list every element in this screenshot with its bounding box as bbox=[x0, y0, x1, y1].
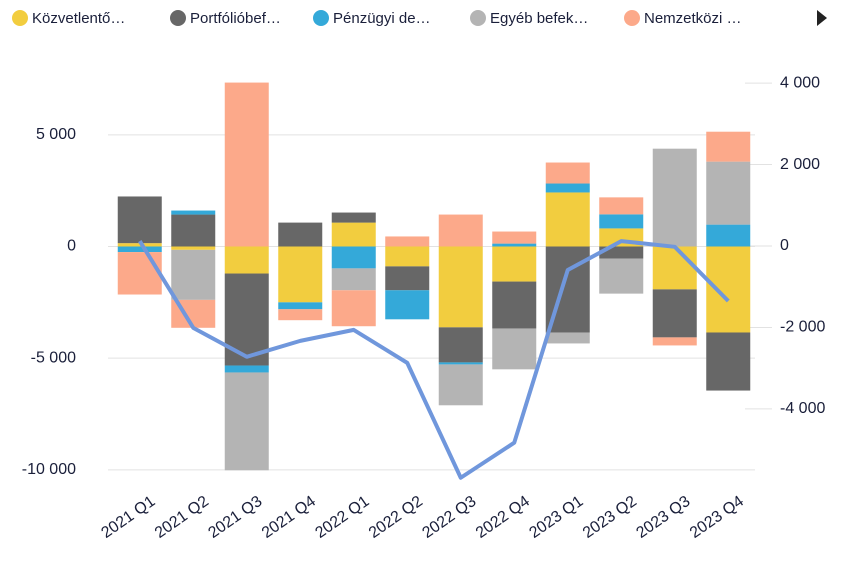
legend-label: Közvetlentő… bbox=[32, 10, 125, 27]
bar bbox=[706, 131, 751, 162]
x-tick-label: 2021 Q1 bbox=[98, 493, 158, 542]
x-tick-label: 2022 Q4 bbox=[473, 493, 533, 542]
legend-label: Portfólióbef… bbox=[190, 10, 281, 27]
bar bbox=[117, 252, 162, 295]
bar bbox=[278, 222, 323, 247]
y2-tick-label: -2 000 bbox=[780, 319, 825, 336]
x-tick-label: 2023 Q2 bbox=[580, 493, 640, 542]
legend-dot bbox=[313, 10, 329, 26]
bar bbox=[652, 246, 697, 290]
bar bbox=[652, 337, 697, 346]
bar bbox=[117, 196, 162, 244]
bar bbox=[331, 246, 376, 269]
bar bbox=[492, 246, 537, 282]
bar bbox=[117, 246, 162, 253]
bar bbox=[438, 364, 483, 406]
bar bbox=[224, 246, 269, 274]
bar bbox=[171, 214, 216, 247]
bar bbox=[599, 214, 644, 229]
bar bbox=[492, 243, 537, 247]
y2-tick-label: 0 bbox=[780, 237, 789, 254]
bar bbox=[599, 197, 644, 215]
y-tick-label: 0 bbox=[67, 238, 76, 255]
y-tick-label: 5 000 bbox=[36, 126, 76, 143]
bar bbox=[599, 246, 644, 259]
y2-tick-label: 2 000 bbox=[780, 156, 820, 173]
x-tick-label: 2023 Q3 bbox=[633, 493, 693, 542]
bar bbox=[438, 246, 483, 328]
bar bbox=[545, 332, 590, 344]
legend-label: Egyéb befek… bbox=[490, 10, 588, 27]
x-tick-label: 2022 Q3 bbox=[419, 493, 479, 542]
legend-dot bbox=[12, 10, 28, 26]
y2-tick-label: 4 000 bbox=[780, 74, 820, 91]
bar bbox=[545, 192, 590, 247]
bar bbox=[438, 327, 483, 363]
bar bbox=[278, 309, 323, 321]
bar bbox=[652, 148, 697, 247]
x-tick-label: 2021 Q4 bbox=[259, 493, 319, 542]
bar bbox=[278, 246, 323, 303]
y-tick-label: -5 000 bbox=[31, 349, 76, 366]
bar bbox=[706, 161, 751, 225]
bar bbox=[331, 222, 376, 247]
bar bbox=[652, 289, 697, 338]
bar bbox=[331, 268, 376, 291]
bar bbox=[385, 236, 430, 247]
bar bbox=[171, 210, 216, 215]
bar bbox=[385, 246, 430, 267]
x-tick-label: 2023 Q1 bbox=[526, 493, 586, 542]
y2-tick-label: -4 000 bbox=[780, 400, 825, 417]
bar bbox=[492, 281, 537, 329]
line bbox=[138, 239, 730, 480]
x-tick-label: 2021 Q3 bbox=[205, 493, 265, 542]
legend-label: Pénzügyi de… bbox=[333, 10, 431, 27]
bar bbox=[545, 183, 590, 193]
x-tick-label: 2022 Q2 bbox=[366, 493, 426, 542]
bar bbox=[492, 231, 537, 244]
legend-label: Nemzetközi … bbox=[644, 10, 742, 27]
legend-dot bbox=[624, 10, 640, 26]
bar bbox=[171, 249, 216, 300]
bar bbox=[385, 290, 430, 320]
x-tick-label: 2021 Q2 bbox=[152, 493, 212, 542]
bar bbox=[331, 290, 376, 327]
bar bbox=[385, 266, 430, 291]
legend-dot bbox=[170, 10, 186, 26]
legend-next[interactable] bbox=[817, 10, 827, 26]
legend-dot bbox=[470, 10, 486, 26]
bar bbox=[492, 328, 537, 370]
bar bbox=[706, 224, 751, 247]
bar bbox=[706, 332, 751, 391]
bar bbox=[438, 362, 483, 365]
bar bbox=[224, 365, 269, 373]
bar bbox=[171, 246, 216, 250]
bar bbox=[224, 82, 269, 247]
bar bbox=[599, 258, 644, 294]
x-tick-label: 2022 Q1 bbox=[312, 493, 372, 542]
bar bbox=[278, 302, 323, 310]
y-tick-label: -10 000 bbox=[22, 461, 76, 478]
bar bbox=[224, 372, 269, 471]
x-tick-label: 2023 Q4 bbox=[687, 493, 747, 542]
bar bbox=[331, 212, 376, 223]
bar bbox=[545, 162, 590, 184]
bar bbox=[706, 246, 751, 333]
bar bbox=[438, 214, 483, 247]
